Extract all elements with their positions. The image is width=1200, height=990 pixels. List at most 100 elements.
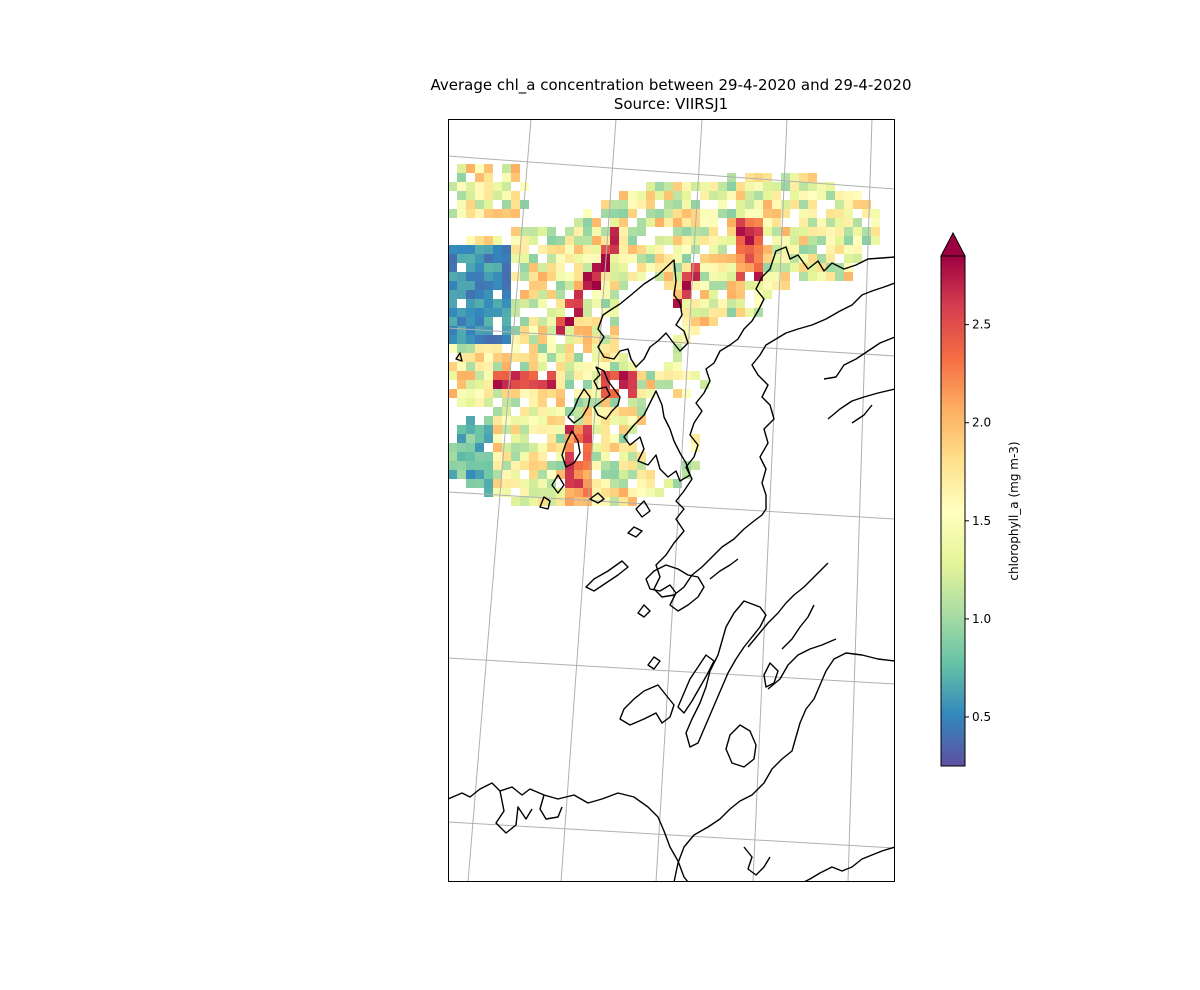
- chl-pixel: [592, 218, 601, 227]
- chl-pixel: [763, 281, 772, 290]
- chl-pixel: [556, 398, 565, 407]
- chl-pixel: [520, 227, 529, 236]
- chl-pixel: [583, 263, 592, 272]
- chl-pixel: [727, 209, 736, 218]
- chl-pixel: [484, 335, 493, 344]
- chl-pixel: [457, 452, 466, 461]
- chl-pixel: [484, 452, 493, 461]
- chl-pixel: [502, 200, 511, 209]
- chl-pixel: [583, 407, 592, 416]
- chl-pixel: [493, 443, 502, 452]
- chl-pixel: [790, 245, 799, 254]
- chl-pixel: [628, 497, 637, 506]
- chl-pixel: [547, 290, 556, 299]
- chl-pixel: [466, 362, 475, 371]
- chl-pixel: [466, 317, 475, 326]
- coast-rum: [635, 500, 651, 518]
- chl-pixel: [637, 407, 646, 416]
- chl-pixel: [610, 200, 619, 209]
- chl-pixel: [529, 236, 538, 245]
- chl-pixel: [502, 263, 511, 272]
- chl-pixel: [655, 209, 664, 218]
- chl-pixel: [772, 272, 781, 281]
- chl-pixel: [583, 317, 592, 326]
- chl-pixel: [754, 272, 763, 281]
- chl-pixel: [601, 488, 610, 497]
- chl-pixel: [457, 326, 466, 335]
- chl-pixel: [484, 380, 493, 389]
- chl-pixel: [448, 272, 457, 281]
- chl-pixel: [610, 362, 619, 371]
- chl-pixel: [502, 299, 511, 308]
- chl-pixel: [700, 254, 709, 263]
- chl-pixel: [628, 254, 637, 263]
- coast-mainland-inner: [823, 336, 895, 380]
- chl-pixel: [547, 407, 556, 416]
- chl-pixel: [736, 218, 745, 227]
- chl-pixel: [664, 272, 673, 281]
- chl-pixel: [754, 299, 763, 308]
- chl-pixel: [610, 209, 619, 218]
- chl-pixel: [592, 317, 601, 326]
- chl-pixel: [835, 245, 844, 254]
- chl-pixel: [619, 488, 628, 497]
- chl-pixel: [592, 443, 601, 452]
- chl-pixel: [853, 218, 862, 227]
- chl-pixel: [871, 218, 880, 227]
- chl-pixel: [529, 470, 538, 479]
- chl-pixel: [466, 308, 475, 317]
- chl-pixel: [556, 353, 565, 362]
- chl-pixel: [466, 191, 475, 200]
- chl-pixel: [772, 281, 781, 290]
- chl-pixel: [682, 281, 691, 290]
- chl-pixel: [574, 335, 583, 344]
- map-axes[interactable]: [448, 119, 895, 882]
- chl-pixel: [475, 299, 484, 308]
- chl-pixel: [502, 326, 511, 335]
- chl-pixel: [448, 470, 457, 479]
- chl-pixel: [529, 407, 538, 416]
- chl-pixel: [457, 425, 466, 434]
- chl-pixel: [511, 470, 520, 479]
- chl-pixel: [466, 344, 475, 353]
- chl-pixel: [565, 362, 574, 371]
- chl-pixel: [502, 371, 511, 380]
- coastline: [448, 246, 895, 882]
- chl-pixel: [628, 488, 637, 497]
- chl-pixel: [565, 371, 574, 380]
- chl-pixel: [601, 245, 610, 254]
- chl-pixel: [547, 497, 556, 506]
- chl-pixel: [664, 200, 673, 209]
- chl-pixel: [547, 389, 556, 398]
- chl-pixel: [574, 263, 583, 272]
- chl-pixel: [583, 362, 592, 371]
- chl-pixel: [745, 254, 754, 263]
- chl-pixel: [529, 281, 538, 290]
- chl-pixel: [511, 245, 520, 254]
- chl-pixel: [808, 236, 817, 245]
- chl-pixel: [538, 443, 547, 452]
- chl-pixel: [862, 227, 871, 236]
- chl-pixel: [718, 245, 727, 254]
- chl-pixel: [610, 335, 619, 344]
- map-frame-border: [448, 119, 895, 882]
- chl-pixel: [574, 272, 583, 281]
- chl-pixel: [799, 254, 808, 263]
- chl-pixel: [691, 371, 700, 380]
- chl-pixel: [466, 326, 475, 335]
- chl-pixel: [484, 281, 493, 290]
- chl-pixel: [844, 218, 853, 227]
- chl-pixel: [646, 254, 655, 263]
- chl-pixel: [556, 290, 565, 299]
- chl-pixel: [736, 272, 745, 281]
- chl-pixel: [565, 479, 574, 488]
- chl-pixel: [637, 488, 646, 497]
- chl-pixel: [601, 290, 610, 299]
- chl-pixel: [493, 479, 502, 488]
- title-line-1: Average chl_a concentration between 29-4…: [430, 76, 912, 94]
- chl-pixel: [484, 488, 493, 497]
- chl-pixel: [763, 290, 772, 299]
- chl-pixel: [529, 317, 538, 326]
- chl-pixel: [448, 245, 457, 254]
- chl-pixel: [835, 236, 844, 245]
